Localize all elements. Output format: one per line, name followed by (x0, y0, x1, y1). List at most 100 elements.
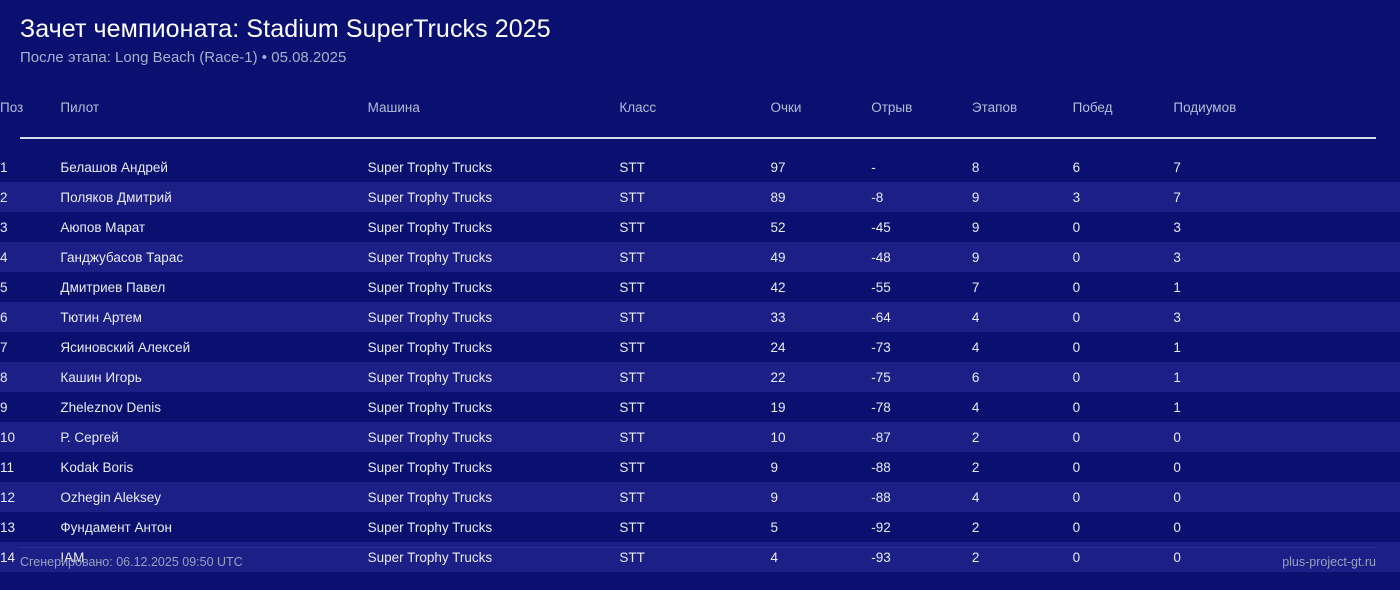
cell-podiums: 3 (1173, 219, 1181, 235)
cell-wins: 0 (1072, 309, 1081, 325)
header-divider-line (20, 137, 1376, 139)
cell-class: STT (619, 429, 645, 445)
table-row[interactable]: 4 Ганджубасов Тарас Super Trophy Trucks STT… (0, 242, 1400, 272)
cell-car: Super Trophy Trucks (367, 309, 493, 325)
cell-events: 9 (971, 249, 980, 265)
cell-points: 42 (770, 279, 786, 295)
cell-driver: Кашин Игорь (60, 369, 142, 385)
cell-wins: 0 (1072, 549, 1081, 565)
cell-driver: Дмитриев Павел (60, 279, 166, 295)
column-header-gap[interactable]: Отрыв (871, 100, 913, 115)
cell-car: Super Trophy Trucks (367, 189, 493, 205)
table-row[interactable]: 12 Ozhegin Aleksey Super Trophy Trucks STT 9… (0, 482, 1400, 512)
table-row[interactable]: 2 Поляков Дмитрий Super Trophy Trucks STT 89… (0, 182, 1400, 212)
table-row[interactable]: 3 Аюпов Марат Super Trophy Trucks STT 52 -45 9… (0, 212, 1400, 242)
column-header-podiums[interactable]: Подиумов (1173, 100, 1237, 115)
cell-events: 8 (971, 159, 980, 175)
cell-position: 4 (0, 249, 8, 265)
cell-podiums: 3 (1173, 309, 1181, 325)
cell-car: Super Trophy Trucks (367, 549, 493, 565)
table-row[interactable]: 5 Дмитриев Павел Super Trophy Trucks STT 42 -… (0, 272, 1400, 302)
cell-driver: Ясиновский Алексей (60, 339, 191, 355)
column-header-events[interactable]: Этапов (971, 100, 1018, 115)
standings-table: Поз Пилот Машина Класс Очки Отрыв Этапов… (0, 96, 1400, 572)
cell-car: Super Trophy Trucks (367, 519, 493, 535)
cell-driver: Р. Сергей (60, 429, 119, 445)
cell-class: STT (619, 279, 645, 295)
cell-podiums: 7 (1173, 189, 1181, 205)
column-header-points[interactable]: Очки (770, 100, 802, 115)
cell-position: 8 (0, 369, 8, 385)
standings-table-body: 1 Белашов Андрей Super Trophy Trucks STT 97-… (0, 152, 1400, 572)
page-title: Зачет чемпионата: Stadium SuperTrucks 20… (20, 15, 551, 43)
cell-driver: IAM (60, 549, 85, 565)
cell-driver: Аюпов Марат (60, 219, 146, 235)
cell-gap: -64 (871, 309, 891, 325)
table-row[interactable]: 6 Тютин Артем Super Trophy Trucks STT 33 -64 4… (0, 302, 1400, 332)
header-divider-row (0, 124, 1400, 152)
cell-gap: -8 (871, 189, 884, 205)
cell-events: 4 (971, 339, 980, 355)
cell-class: STT (619, 519, 645, 535)
standings-table-head: Поз Пилот Машина Класс Очки Отрыв Этапов… (0, 96, 1400, 152)
cell-points: 5 (770, 519, 778, 535)
table-row[interactable]: 13 Фундамент Антон Super Trophy Trucks STT 5… (0, 512, 1400, 542)
cell-class: STT (619, 339, 645, 355)
cell-gap: -88 (871, 459, 891, 475)
cell-events: 7 (971, 279, 980, 295)
cell-position: 3 (0, 219, 8, 235)
column-header-class[interactable]: Класс (619, 100, 657, 115)
cell-wins: 0 (1072, 249, 1081, 265)
cell-points: 9 (770, 459, 778, 475)
cell-gap: -45 (871, 219, 891, 235)
column-header-driver[interactable]: Пилот (60, 100, 100, 115)
cell-car: Super Trophy Trucks (367, 249, 493, 265)
column-header-position[interactable]: Поз (0, 100, 24, 115)
cell-class: STT (619, 249, 645, 265)
cell-position: 7 (0, 339, 8, 355)
column-header-car[interactable]: Машина (367, 100, 420, 115)
cell-points: 89 (770, 189, 786, 205)
cell-events: 4 (971, 309, 980, 325)
cell-podiums: 7 (1173, 159, 1181, 175)
cell-gap: -93 (871, 549, 891, 565)
cell-driver: Kodak Boris (60, 459, 134, 475)
table-row[interactable]: 10 Р. Сергей Super Trophy Trucks STT 10 -87 2 0… (0, 422, 1400, 452)
cell-podiums: 1 (1173, 399, 1181, 415)
cell-wins: 0 (1072, 339, 1081, 355)
cell-points: 33 (770, 309, 786, 325)
cell-podiums: 3 (1173, 249, 1181, 265)
cell-car: Super Trophy Trucks (367, 489, 493, 505)
cell-class: STT (619, 549, 645, 565)
cell-podiums: 0 (1173, 459, 1181, 475)
table-row[interactable]: 11 Kodak Boris Super Trophy Trucks STT 9 -88 2… (0, 452, 1400, 482)
cell-gap: -73 (871, 339, 891, 355)
cell-position: 10 (0, 429, 16, 445)
cell-driver: Ганджубасов Тарас (60, 249, 184, 265)
table-row[interactable]: 7 Ясиновский Алексей Super Trophy Trucks ST… (0, 332, 1400, 362)
page-footer: Сгенерировано: 06.12.2025 09:50 UTC plus… (0, 552, 1400, 576)
cell-points: 10 (770, 429, 786, 445)
cell-points: 9 (770, 489, 778, 505)
cell-points: 97 (770, 159, 786, 175)
table-row[interactable]: 9 Zheleznov Denis Super Trophy Trucks STT 19… (0, 392, 1400, 422)
cell-class: STT (619, 489, 645, 505)
cell-gap: -87 (871, 429, 891, 445)
table-row[interactable]: 1 Белашов Андрей Super Trophy Trucks STT 97 -… (0, 152, 1400, 182)
cell-events: 2 (971, 549, 980, 565)
cell-wins: 0 (1072, 219, 1081, 235)
cell-position: 11 (0, 459, 15, 475)
cell-podiums: 1 (1173, 339, 1181, 355)
cell-wins: 0 (1072, 489, 1081, 505)
footer-site-link[interactable]: plus-project-gt.ru (1282, 555, 1376, 569)
cell-car: Super Trophy Trucks (367, 369, 493, 385)
standings-header-row: Поз Пилот Машина Класс Очки Отрыв Этапов… (0, 96, 1400, 124)
cell-wins: 6 (1072, 159, 1081, 175)
footer-divider-line (20, 547, 1376, 548)
cell-events: 9 (971, 189, 980, 205)
table-row[interactable]: 8 Кашин Игорь Super Trophy Trucks STT 22 -75 6… (0, 362, 1400, 392)
column-header-wins[interactable]: Побед (1072, 100, 1113, 115)
cell-points: 52 (770, 219, 786, 235)
cell-events: 4 (971, 489, 980, 505)
